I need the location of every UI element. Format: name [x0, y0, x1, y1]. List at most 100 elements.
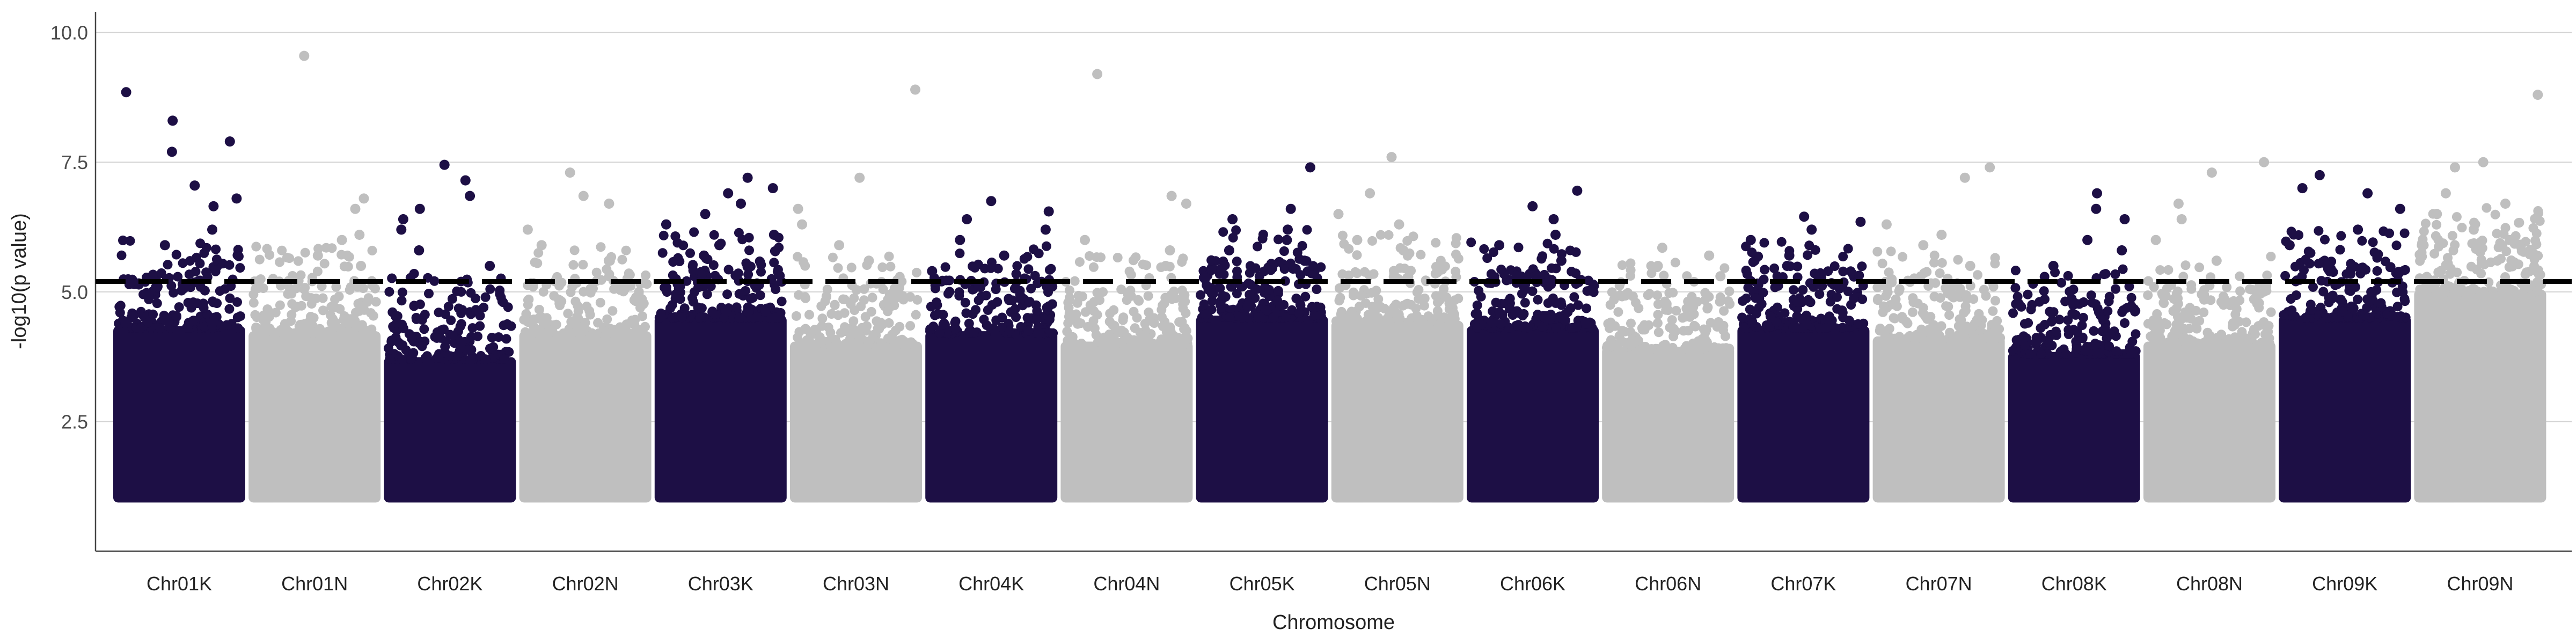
- snp-point: [1776, 237, 1787, 247]
- snp-point: [624, 328, 633, 338]
- snp-point: [1163, 335, 1174, 346]
- snp-point: [1216, 264, 1226, 274]
- snp-top-hit: [1745, 235, 1756, 245]
- snp-point: [1941, 283, 1951, 293]
- x-tick-label: Chr05K: [1230, 573, 1295, 595]
- snp-point: [979, 314, 989, 325]
- snp-point: [1073, 290, 1084, 301]
- chromosome-Chr04K: [925, 196, 1058, 503]
- snp-point: [1792, 323, 1802, 333]
- point-cloud: [1737, 326, 1870, 503]
- snp-top-hit: [2450, 162, 2460, 173]
- snp-point: [178, 258, 188, 268]
- snp-point: [2479, 259, 2490, 269]
- snp-point: [174, 302, 184, 312]
- snp-top-hit: [1299, 255, 1310, 266]
- snp-point: [169, 288, 179, 298]
- snp-point: [185, 256, 195, 266]
- snp-point: [1928, 331, 1938, 341]
- snp-point: [465, 354, 475, 364]
- snp-point: [2035, 297, 2045, 307]
- snp-point: [1178, 253, 1188, 264]
- snp-point: [532, 258, 543, 268]
- snp-top-hit: [986, 196, 997, 207]
- chromosome-Chr02K: [383, 159, 516, 503]
- snp-point: [2303, 246, 2314, 257]
- snp-point: [883, 295, 893, 305]
- snp-point: [2099, 269, 2109, 280]
- snp-point: [1751, 293, 1761, 303]
- snp-point: [555, 296, 566, 305]
- snp-point: [1063, 335, 1073, 346]
- snp-point: [408, 348, 419, 358]
- snp-point: [1281, 312, 1291, 323]
- snp-top-hit: [1043, 206, 1054, 217]
- snp-top-hit: [1855, 216, 1866, 227]
- snp-point: [1760, 265, 1770, 275]
- snp-top-hit: [439, 159, 450, 170]
- snp-point: [960, 297, 970, 308]
- snp-point: [801, 324, 811, 334]
- snp-point: [473, 331, 482, 341]
- snp-point: [2294, 230, 2304, 240]
- snp-point: [207, 321, 217, 331]
- snp-point: [1872, 246, 1883, 257]
- snp-point: [1519, 322, 1529, 332]
- snp-point: [209, 312, 219, 323]
- snp-point: [2376, 298, 2386, 308]
- snp-point: [2078, 312, 2088, 323]
- point-cloud: [519, 331, 652, 503]
- snp-point: [2186, 313, 2196, 324]
- snp-point: [557, 277, 567, 288]
- snp-point: [1307, 268, 1317, 279]
- snp-point: [2008, 308, 2018, 318]
- snp-point: [1959, 333, 1970, 343]
- snp-point: [596, 275, 606, 285]
- snp-point: [1077, 339, 1086, 348]
- snp-point: [954, 287, 964, 297]
- snp-top-hit: [167, 115, 178, 126]
- snp-point: [2490, 209, 2500, 219]
- snp-point: [677, 312, 687, 323]
- snp-top-hit: [414, 203, 425, 214]
- snp-point: [208, 297, 218, 308]
- snp-point: [2070, 298, 2080, 308]
- snp-point: [1273, 286, 1283, 296]
- snp-point: [1408, 231, 1418, 241]
- snp-point: [326, 318, 336, 328]
- snp-point: [1431, 238, 1441, 248]
- snp-point: [1513, 243, 1524, 253]
- snp-point: [1537, 321, 1547, 332]
- snp-point: [1670, 258, 1680, 268]
- snp-point: [1107, 333, 1117, 343]
- snp-top-hit: [699, 250, 709, 261]
- snp-point: [668, 257, 678, 267]
- snp-point: [1064, 285, 1074, 295]
- snp-point: [2345, 267, 2354, 277]
- snp-point: [2314, 226, 2324, 236]
- snp-point: [2249, 285, 2259, 295]
- snp-point: [524, 294, 534, 304]
- snp-point: [1988, 306, 1998, 316]
- snp-point: [331, 282, 341, 292]
- snp-point: [2243, 339, 2253, 349]
- snp-point: [258, 283, 268, 294]
- snp-point: [911, 310, 921, 320]
- snp-point: [1990, 296, 2000, 306]
- snp-top-hit: [536, 240, 547, 251]
- snp-point: [1109, 321, 1119, 331]
- snp-point: [336, 250, 347, 260]
- snp-point: [2440, 286, 2450, 296]
- snp-point: [2327, 294, 2337, 304]
- snp-point: [199, 303, 209, 313]
- snp-point: [118, 235, 128, 245]
- chromosome-Chr06N: [1601, 243, 1735, 503]
- point-cloud: [1872, 336, 2005, 503]
- y-tick-label: 10.0: [50, 22, 88, 44]
- snp-point: [115, 301, 126, 311]
- x-tick-label: Chr03K: [688, 573, 753, 595]
- point-cloud: [925, 331, 1058, 503]
- snp-top-hit: [121, 87, 131, 98]
- x-tick-label: Chr06N: [1635, 573, 1701, 595]
- snp-point: [602, 314, 612, 324]
